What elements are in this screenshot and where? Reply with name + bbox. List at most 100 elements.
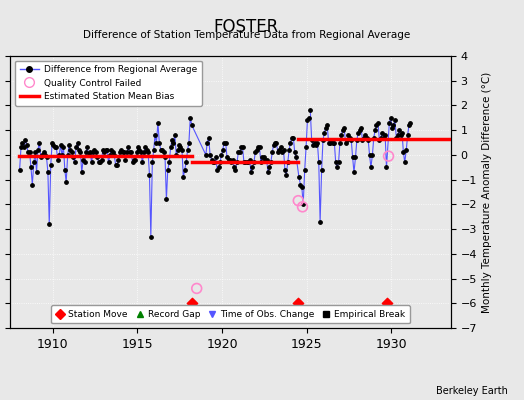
Point: [368, 152, 377, 158]
Point: [94, 159, 103, 166]
Point: [357, 124, 365, 131]
Point: [398, 130, 406, 136]
Point: [73, 139, 82, 146]
Point: [309, 142, 318, 148]
Point: [137, 149, 145, 156]
Point: [355, 127, 364, 133]
Point: [324, 139, 333, 146]
Point: [75, 147, 83, 153]
Point: [269, 142, 278, 148]
Point: [18, 139, 27, 146]
Point: [389, 122, 398, 128]
Point: [182, 159, 190, 166]
Point: [347, 137, 355, 143]
Point: [289, 134, 298, 141]
Point: [48, 139, 56, 146]
Point: [204, 134, 213, 141]
Point: [230, 164, 238, 170]
Point: [176, 144, 184, 151]
Point: [296, 181, 304, 188]
Point: [343, 137, 351, 143]
Point: [319, 137, 327, 143]
Point: [255, 144, 264, 151]
Point: [251, 149, 259, 156]
Point: [323, 122, 331, 128]
Point: [243, 159, 251, 166]
Point: [306, 107, 314, 114]
Point: [114, 157, 123, 163]
Point: [144, 149, 152, 156]
Point: [360, 134, 368, 141]
Point: [240, 159, 248, 166]
Point: [149, 147, 158, 153]
Point: [283, 159, 292, 166]
Point: [399, 149, 408, 156]
Point: [216, 159, 224, 166]
Point: [224, 157, 233, 163]
Point: [285, 147, 293, 153]
Point: [333, 164, 341, 170]
Point: [35, 139, 43, 146]
Point: [406, 120, 414, 126]
Point: [113, 162, 121, 168]
Point: [281, 166, 289, 173]
Point: [45, 221, 53, 227]
Point: [183, 147, 192, 153]
Point: [227, 159, 235, 166]
Point: [396, 132, 405, 138]
Point: [76, 149, 84, 156]
Point: [154, 120, 162, 126]
Point: [254, 144, 262, 151]
Point: [89, 149, 97, 156]
Point: [277, 144, 285, 151]
Point: [314, 159, 323, 166]
Point: [226, 157, 234, 163]
Point: [364, 137, 373, 143]
Point: [403, 132, 412, 138]
Point: [341, 139, 350, 146]
Point: [27, 164, 35, 170]
Point: [261, 157, 269, 163]
Point: [112, 162, 120, 168]
Point: [348, 154, 357, 160]
Point: [53, 157, 62, 163]
Point: [263, 157, 271, 163]
Point: [62, 179, 70, 185]
Point: [267, 159, 275, 166]
Point: [92, 149, 100, 156]
Point: [133, 149, 141, 156]
Point: [103, 147, 111, 153]
Point: [128, 159, 137, 166]
Point: [282, 172, 290, 178]
Point: [374, 120, 382, 126]
Point: [212, 154, 220, 160]
Point: [108, 149, 117, 156]
Point: [339, 127, 347, 133]
Point: [372, 122, 380, 128]
Point: [351, 154, 359, 160]
Point: [81, 159, 89, 166]
Text: Berkeley Earth: Berkeley Earth: [436, 386, 508, 396]
Point: [138, 159, 147, 166]
Point: [72, 144, 80, 151]
Point: [118, 149, 127, 156]
Point: [169, 139, 178, 146]
Point: [250, 159, 258, 166]
Point: [110, 152, 118, 158]
Point: [337, 132, 345, 138]
Point: [303, 117, 312, 124]
Point: [20, 144, 28, 151]
Point: [186, 115, 194, 121]
Point: [152, 139, 160, 146]
Point: [143, 147, 151, 153]
Point: [51, 144, 59, 151]
Point: [322, 124, 330, 131]
Point: [31, 149, 39, 156]
Point: [310, 139, 319, 146]
Point: [83, 144, 92, 151]
Point: [102, 147, 110, 153]
Point: [222, 139, 230, 146]
Point: [96, 159, 104, 166]
Point: [383, 300, 391, 306]
Point: [367, 164, 375, 170]
